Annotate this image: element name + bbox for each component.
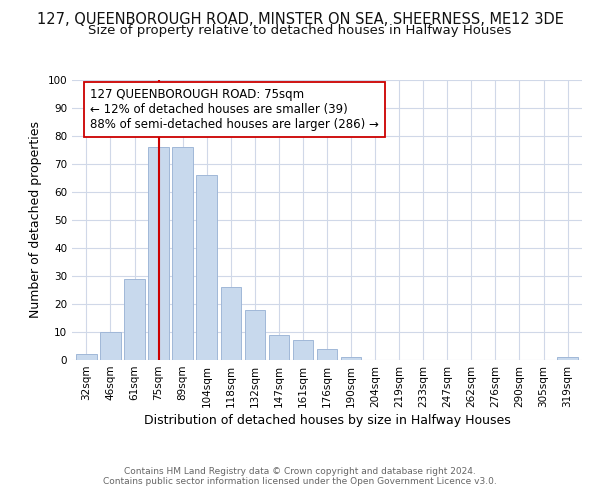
Bar [148,147,169,360]
Text: 127 QUEENBOROUGH ROAD: 75sqm
← 12% of detached houses are smaller (39)
88% of se: 127 QUEENBOROUGH ROAD: 75sqm ← 12% of de… [90,88,379,132]
Y-axis label: Number of detached properties: Number of detached properties [29,122,42,318]
Bar [317,349,337,360]
Bar [341,357,361,360]
Text: 127, QUEENBOROUGH ROAD, MINSTER ON SEA, SHEERNESS, ME12 3DE: 127, QUEENBOROUGH ROAD, MINSTER ON SEA, … [37,12,563,28]
Text: Size of property relative to detached houses in Halfway Houses: Size of property relative to detached ho… [88,24,512,37]
Bar [76,354,97,360]
Bar [557,357,578,360]
Text: Contains HM Land Registry data © Crown copyright and database right 2024.: Contains HM Land Registry data © Crown c… [124,467,476,476]
Bar [221,287,241,360]
Bar [172,147,193,360]
Bar [100,332,121,360]
X-axis label: Distribution of detached houses by size in Halfway Houses: Distribution of detached houses by size … [143,414,511,427]
Bar [245,310,265,360]
Bar [269,335,289,360]
Text: Contains public sector information licensed under the Open Government Licence v3: Contains public sector information licen… [103,477,497,486]
Bar [293,340,313,360]
Bar [124,279,145,360]
Bar [196,175,217,360]
